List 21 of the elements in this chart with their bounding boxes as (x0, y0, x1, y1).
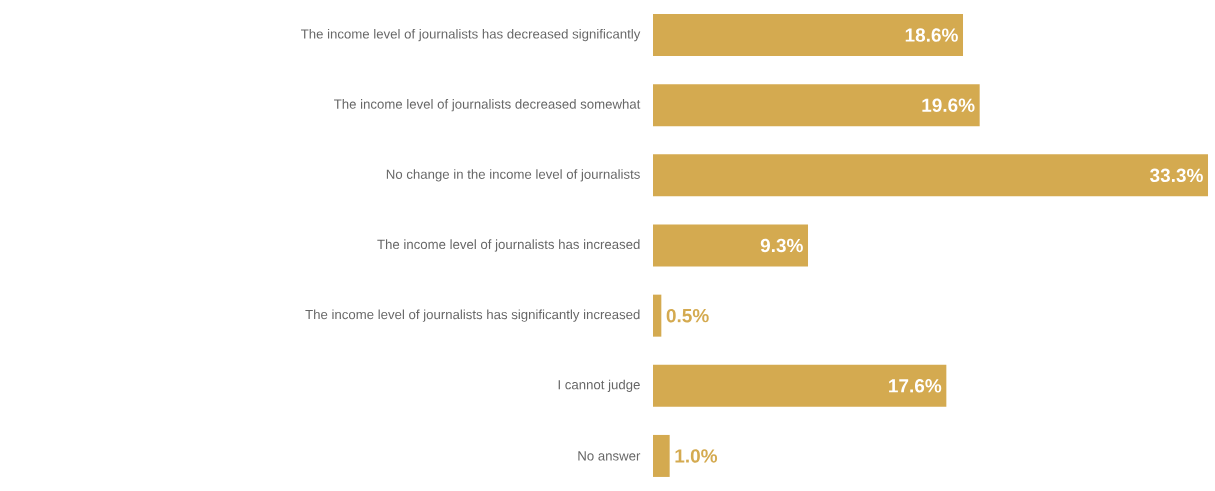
bar (653, 364, 947, 407)
bar (653, 14, 964, 57)
bar (653, 294, 662, 337)
bar (653, 154, 1209, 197)
y-tick-label: No change in the income level of journalists (386, 169, 640, 182)
data-label: 1.0% (675, 449, 718, 463)
data-label: 19.6% (922, 98, 975, 112)
data-label: 0.5% (666, 308, 709, 323)
data-label: 9.3% (760, 238, 803, 253)
data-label: 18.6% (905, 28, 958, 42)
y-tick-label: The income level of journalists has decreased significantly (300, 28, 641, 42)
bar (653, 84, 980, 127)
bar (653, 224, 809, 267)
bar (653, 434, 670, 477)
y-tick-label: The income level of journalists has significantly increased (305, 309, 640, 322)
data-label: 33.3% (1149, 168, 1203, 183)
y-tick-label: The income level of journalists decreased somewhat (334, 99, 641, 112)
y-tick-label: No answer (578, 451, 641, 461)
y-tick-label: The income level of journalists has increased (377, 239, 640, 252)
y-tick-label: I cannot judge (558, 379, 640, 392)
data-label: 17.6% (889, 379, 942, 393)
